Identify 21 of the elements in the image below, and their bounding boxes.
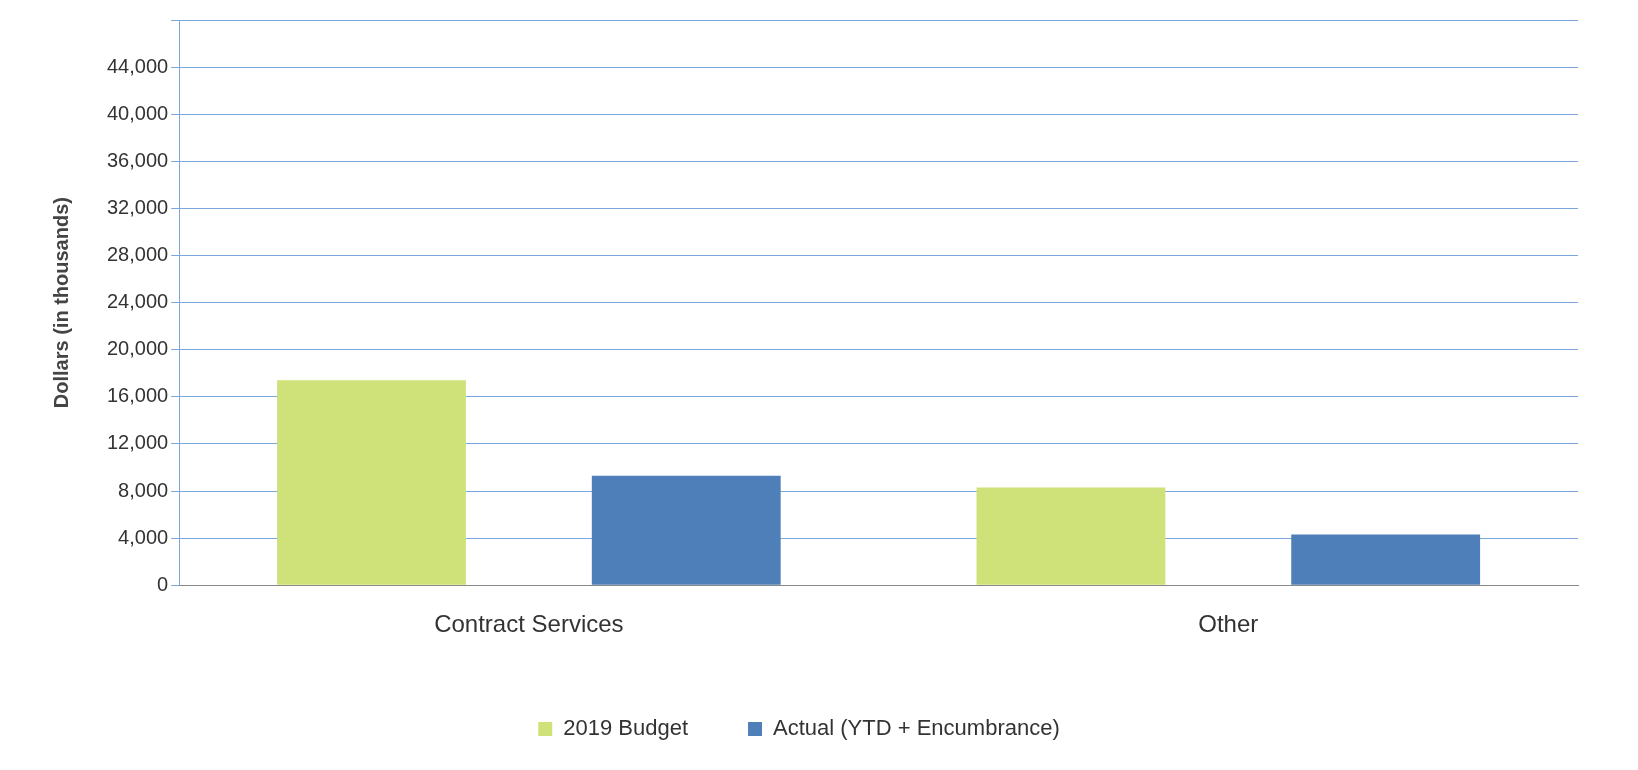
y-tick-label: 28,000 xyxy=(107,243,169,266)
bar xyxy=(277,380,466,585)
bar xyxy=(1291,534,1481,585)
y-tick-label: 36,000 xyxy=(107,148,169,171)
y-tick-label: 24,000 xyxy=(107,290,169,313)
y-tick-label: 12,000 xyxy=(107,431,169,454)
x-tick-label: Other xyxy=(1198,610,1259,638)
y-tick-label: 32,000 xyxy=(107,195,169,218)
y-tick-label: 16,000 xyxy=(107,384,169,407)
x-tick-label: Contract Services xyxy=(434,610,624,638)
y-tick-label: 0 xyxy=(157,572,169,595)
y-axis-title: Dollars (in thousands) xyxy=(49,197,72,409)
y-tick-label: 20,000 xyxy=(107,337,169,360)
y-tick-label: 4,000 xyxy=(118,525,169,548)
y-tick-label: 8,000 xyxy=(118,478,169,501)
bar xyxy=(976,487,1166,585)
y-tick-label: 44,000 xyxy=(107,54,169,77)
legend-label: Actual (YTD + Encumbrance) xyxy=(773,715,1060,741)
y-tick-label: 40,000 xyxy=(107,101,169,124)
legend-label: 2019 Budget xyxy=(563,715,689,741)
bar xyxy=(591,475,781,585)
